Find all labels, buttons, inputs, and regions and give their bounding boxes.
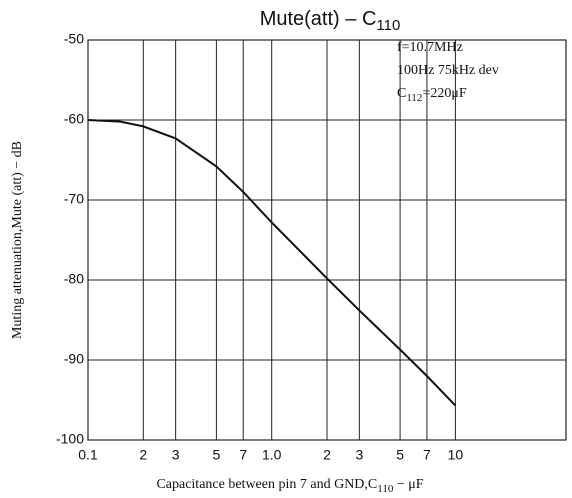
x-label-rest: − μF	[393, 477, 423, 492]
x-tick-label: 3	[355, 447, 363, 463]
x-tick-label: 2	[139, 447, 147, 463]
y-tick-label: -100	[56, 431, 84, 447]
chart-title: Mute(att) – C110	[260, 8, 401, 34]
x-tick-label: 3	[172, 447, 180, 463]
x-label-subscript: 110	[377, 483, 394, 495]
title-text: Mute(att) – C	[260, 8, 377, 30]
x-tick-label: 1.0	[262, 447, 282, 463]
x-tick-label: 0.1	[78, 447, 98, 463]
annotation: 100Hz 75kHz dev	[397, 63, 499, 78]
x-tick-label: 2	[323, 447, 331, 463]
annotation: f=10.7MHz	[397, 40, 463, 55]
title-subscript: 110	[376, 17, 400, 34]
annotation-text: 100Hz 75kHz dev	[397, 63, 499, 78]
annotation: C112=220μF	[397, 86, 467, 103]
y-axis-label: Muting attenuation,Mute (att) − dB	[10, 141, 25, 339]
x-tick-label: 7	[423, 447, 431, 463]
x-tick-label: 10	[448, 447, 464, 463]
y-tick-label: -90	[64, 351, 84, 367]
x-tick-label: 5	[396, 447, 404, 463]
y-tick-label: -70	[64, 191, 84, 207]
x-label-text: Capacitance between pin 7 and GND,C	[156, 477, 377, 492]
x-tick-label: 7	[239, 447, 247, 463]
y-tick-label: -80	[64, 271, 84, 287]
x-tick-label: 5	[213, 447, 221, 463]
annotation-text: f=10.7MHz	[397, 40, 463, 55]
y-tick-label: -50	[64, 31, 84, 47]
annotation-text: C	[397, 86, 406, 101]
annotation-rest: =220μF	[422, 86, 466, 101]
annotation-subscript: 112	[406, 92, 422, 104]
data-line	[87, 119, 457, 407]
x-axis-label: Capacitance between pin 7 and GND,C110 −…	[156, 477, 423, 494]
y-tick-label: -60	[64, 111, 84, 127]
